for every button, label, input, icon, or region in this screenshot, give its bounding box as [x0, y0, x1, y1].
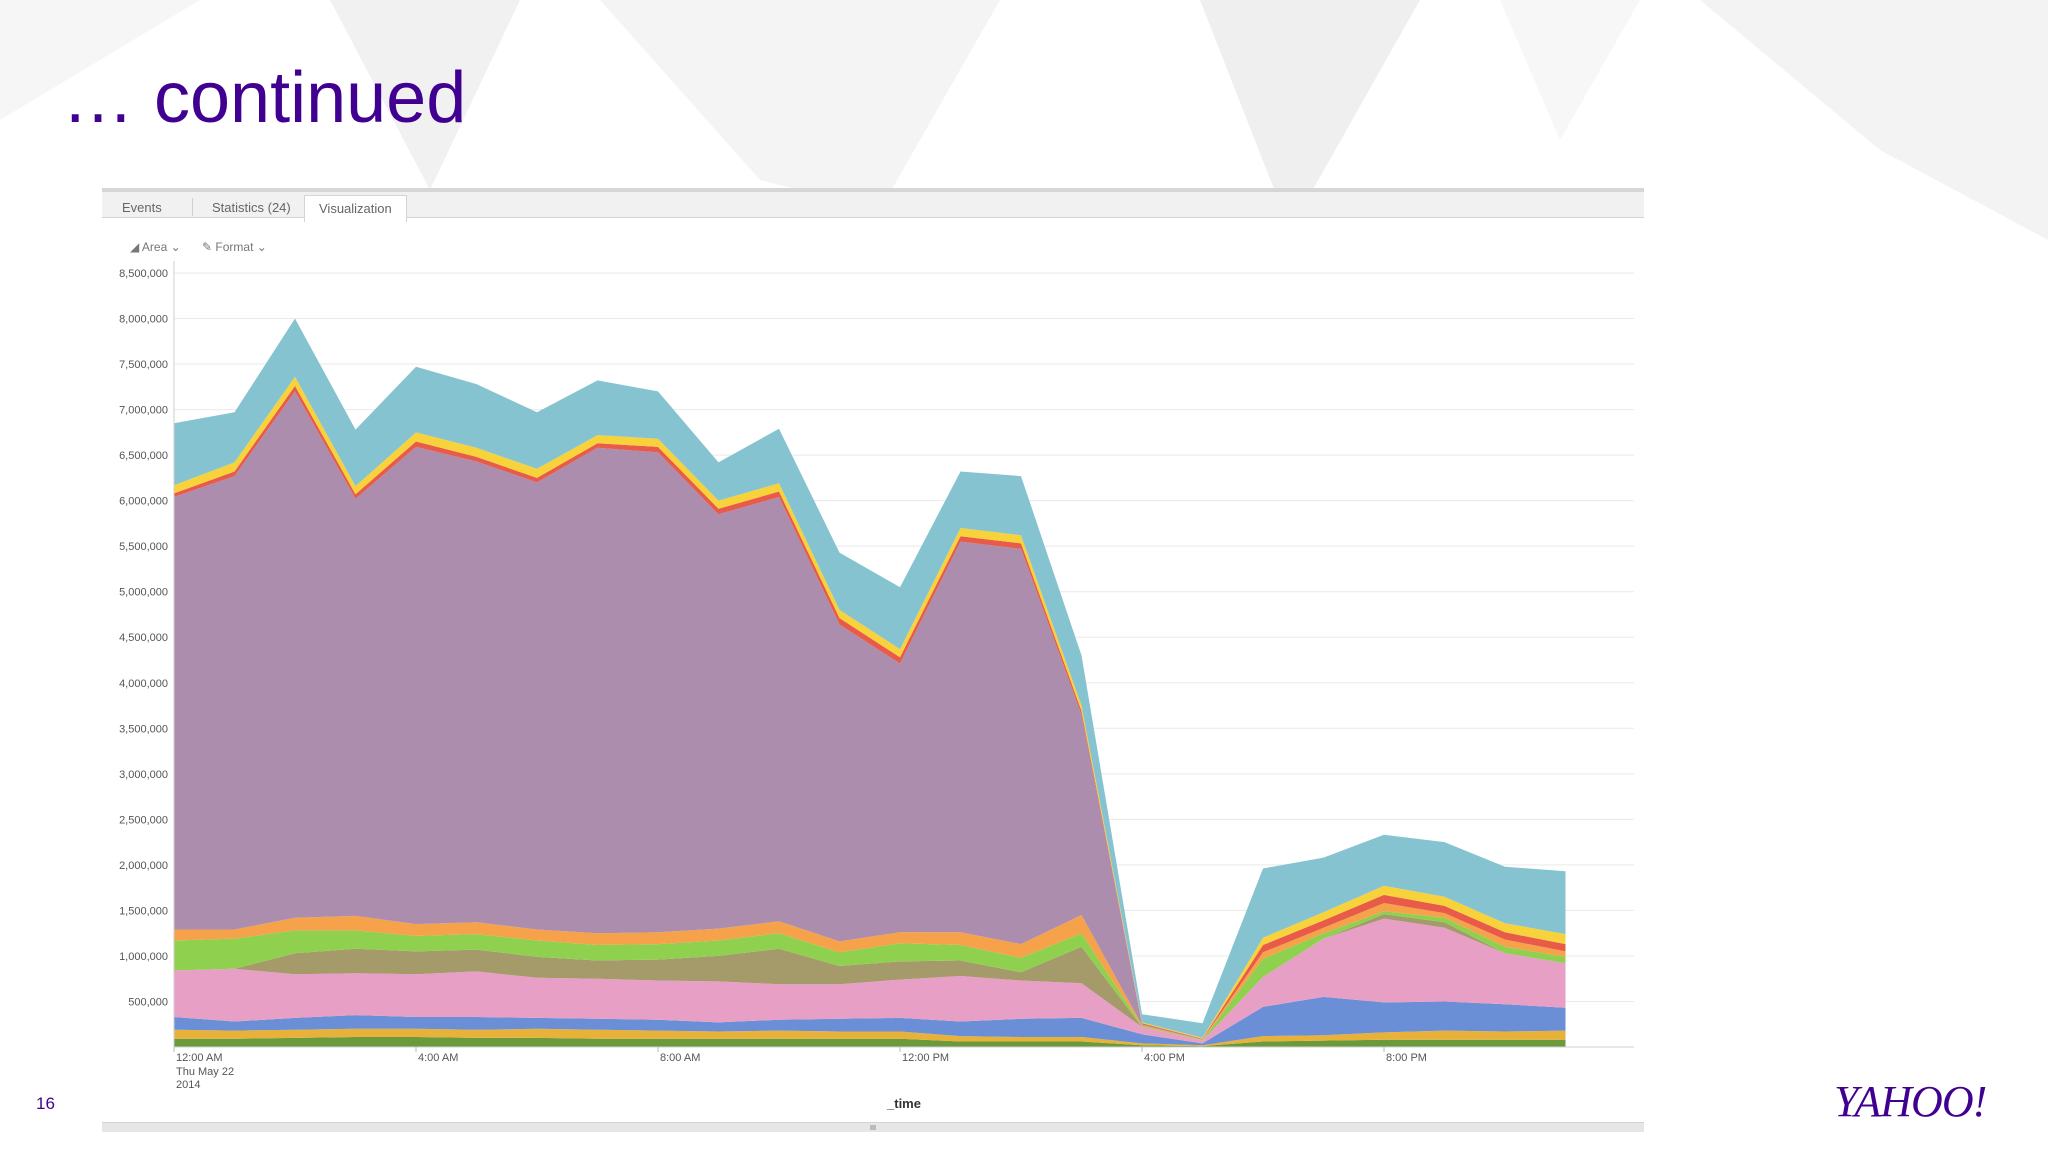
x-tick-label: 8:00 AM	[660, 1052, 700, 1064]
chevron-down-icon: ⌄	[170, 240, 181, 254]
slide-title: … continued	[62, 58, 467, 138]
area-series-7	[174, 903, 1566, 1041]
area-chart-icon: ◢	[130, 240, 140, 254]
y-tick-label: 2,500,000	[119, 814, 168, 826]
x-tick-label: 4:00 PM	[1144, 1052, 1185, 1064]
y-tick-label: 2,000,000	[119, 860, 168, 872]
y-tick-label: 8,000,000	[119, 314, 168, 326]
area-series-11	[174, 318, 1566, 1038]
tab-separator	[192, 198, 193, 216]
x-tick-label: 8:00 PM	[1386, 1052, 1427, 1064]
y-tick-label: 1,000,000	[119, 951, 168, 963]
area-series-8	[174, 391, 1566, 1040]
tab-bar: Events Statistics (24) Visualization	[102, 188, 1644, 222]
scrollbar-handle[interactable]	[870, 1125, 876, 1130]
page-number: 16	[36, 1094, 55, 1113]
y-tick-label: 4,500,000	[119, 632, 168, 644]
area-series-1	[174, 1037, 1566, 1047]
y-tick-label: 8,500,000	[119, 268, 168, 280]
y-tick-label: 7,000,000	[119, 405, 168, 417]
y-tick-label: 7,500,000	[119, 359, 168, 371]
y-tick-label: 4,000,000	[119, 678, 168, 690]
horizontal-scrollbar[interactable]	[102, 1122, 1644, 1132]
x-tick-label: 12:00 AM	[176, 1052, 222, 1064]
chevron-down-icon: ⌄	[256, 240, 267, 254]
area-series-5	[174, 914, 1566, 1041]
chart-type-label: Area	[141, 240, 168, 254]
tab-visualization[interactable]: Visualization	[304, 195, 407, 222]
tab-events[interactable]: Events	[122, 200, 162, 215]
tab-statistics[interactable]: Statistics (24)	[212, 200, 291, 215]
visualization-panel: Events Statistics (24) Visualization ◢ A…	[102, 188, 1644, 1133]
x-axis-title: _time	[886, 1096, 921, 1111]
format-dropdown[interactable]: ✎ Format ⌄	[202, 240, 267, 254]
area-series-2	[174, 1028, 1566, 1047]
area-series-6	[174, 911, 1566, 1041]
yahoo-logo: YAHOO!	[1834, 1077, 1987, 1126]
pencil-icon: ✎	[202, 240, 213, 254]
y-tick-label: 5,500,000	[119, 541, 168, 553]
area-chart: 500,000 1,000,000 1,500,000 2,000,000 2,500,…	[119, 261, 1634, 1111]
area-series-4	[174, 918, 1566, 1044]
x-tick-label: 12:00 PM	[902, 1052, 949, 1064]
format-label: Format	[215, 240, 254, 254]
y-tick-label: 6,500,000	[119, 450, 168, 462]
y-tick-label: 3,500,000	[119, 723, 168, 735]
y-tick-label: 5,000,000	[119, 587, 168, 599]
y-tick-label: 1,500,000	[119, 905, 168, 917]
x-tick-sublabel: Thu May 22	[176, 1066, 234, 1078]
x-tick-sublabel: 2014	[176, 1079, 200, 1091]
chart-type-dropdown[interactable]: ◢ Area ⌄	[130, 240, 181, 254]
x-tick-label: 4:00 AM	[418, 1052, 458, 1064]
y-tick-label: 3,000,000	[119, 769, 168, 781]
y-tick-label: 500,000	[128, 996, 168, 1008]
y-tick-label: 6,000,000	[119, 496, 168, 508]
area-series-3	[174, 996, 1566, 1046]
